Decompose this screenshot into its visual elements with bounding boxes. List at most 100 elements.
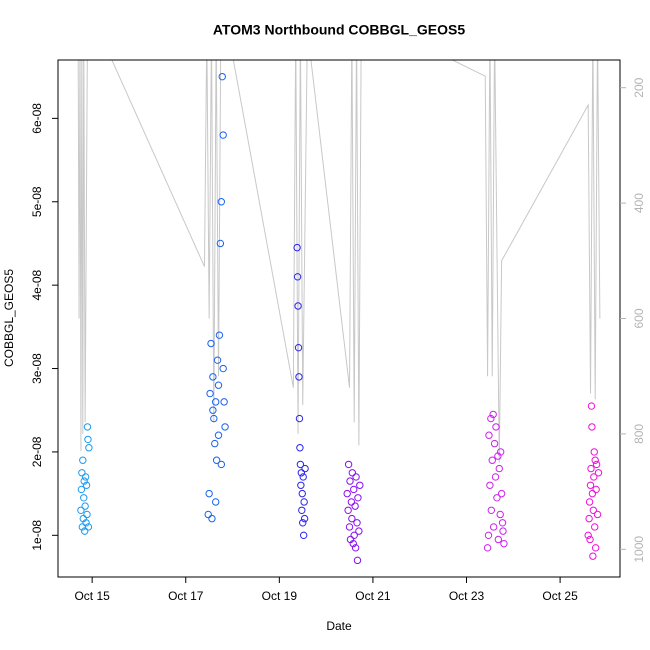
data-point — [343, 489, 351, 498]
data-point — [590, 473, 598, 481]
data-point — [589, 506, 598, 514]
data-point — [495, 464, 503, 473]
data-point — [352, 473, 360, 481]
x-axis-label: Date — [326, 619, 352, 633]
data-point — [588, 489, 597, 498]
y-tick-label: 4e-08 — [30, 269, 44, 300]
data-point — [489, 410, 497, 419]
data-point — [217, 460, 226, 469]
x-tick-label: Oct 15 — [74, 589, 110, 603]
y-tick-label: 3e-08 — [30, 353, 44, 384]
data-point — [206, 389, 214, 398]
data-point — [297, 481, 305, 489]
data-point — [347, 498, 356, 506]
data-point — [490, 439, 499, 448]
data-point — [348, 514, 356, 523]
x-tick-label: Oct 17 — [168, 589, 204, 603]
data-point — [588, 423, 596, 431]
data-point — [498, 519, 507, 527]
data-point — [208, 514, 216, 523]
data-point — [298, 489, 306, 498]
data-point — [83, 510, 91, 519]
data-point — [299, 473, 307, 481]
data-point — [344, 460, 353, 469]
data-point — [493, 494, 501, 502]
data-point — [205, 489, 213, 498]
data-point — [84, 435, 92, 444]
data-point — [593, 510, 602, 519]
data-point — [82, 481, 91, 489]
data-point — [300, 498, 308, 506]
data-point — [209, 373, 217, 381]
data-point — [220, 398, 228, 406]
data-point — [487, 506, 496, 514]
data-point — [293, 243, 301, 252]
data-point — [585, 514, 593, 523]
data-point — [484, 531, 493, 540]
data-point — [589, 552, 597, 560]
data-point — [353, 519, 361, 527]
data-point — [587, 464, 595, 473]
y2-tick-label: 800 — [632, 424, 646, 444]
x-tick-label: Oct 25 — [542, 589, 578, 603]
data-point — [591, 544, 600, 552]
data-point — [298, 506, 306, 514]
data-point — [592, 460, 601, 469]
data-point — [211, 439, 219, 448]
data-point — [348, 469, 357, 477]
data-point — [350, 485, 358, 494]
data-point — [221, 423, 229, 431]
data-point — [80, 494, 88, 502]
data-point — [296, 460, 305, 469]
data-point — [212, 456, 221, 464]
data-point — [349, 539, 357, 548]
x-tick-label: Oct 19 — [262, 589, 298, 603]
data-point — [488, 456, 496, 464]
data-point — [486, 481, 494, 489]
data-point — [500, 539, 508, 548]
data-point — [295, 373, 303, 381]
data-point — [354, 494, 362, 502]
x-tick-label: Oct 21 — [355, 589, 391, 603]
data-point — [84, 523, 93, 531]
altitude-line — [77, 60, 601, 463]
data-point — [293, 273, 302, 281]
y2-tick-label: 200 — [632, 77, 646, 97]
data-point — [217, 198, 226, 206]
y2-tick-label: 600 — [632, 308, 646, 328]
y-tick-label: 6e-08 — [30, 103, 44, 134]
data-point — [587, 402, 596, 410]
data-point — [491, 473, 500, 481]
data-point — [216, 239, 225, 248]
data-point — [210, 414, 218, 423]
data-point — [499, 527, 507, 535]
plot-lines — [77, 60, 601, 463]
data-point — [586, 481, 595, 489]
data-point — [209, 406, 217, 414]
data-point — [585, 498, 594, 506]
data-point — [219, 131, 227, 139]
data-point — [79, 456, 87, 464]
data-point — [592, 485, 600, 494]
data-point — [297, 469, 306, 477]
data-point — [80, 477, 88, 485]
data-point — [77, 506, 85, 514]
data-point — [207, 339, 215, 348]
data-point — [218, 72, 226, 81]
y-tick-label: 2e-08 — [30, 436, 44, 467]
data-point — [204, 510, 212, 519]
y2-tick-label: 1000 — [632, 536, 646, 563]
data-point — [591, 456, 599, 464]
data-point — [301, 464, 309, 473]
data-point — [346, 477, 354, 485]
x-tick-label: Oct 23 — [449, 589, 485, 603]
data-point — [345, 523, 354, 531]
data-point — [344, 506, 352, 514]
data-point — [211, 498, 220, 506]
data-point — [586, 535, 594, 544]
data-point — [590, 448, 598, 456]
data-point — [294, 302, 302, 310]
